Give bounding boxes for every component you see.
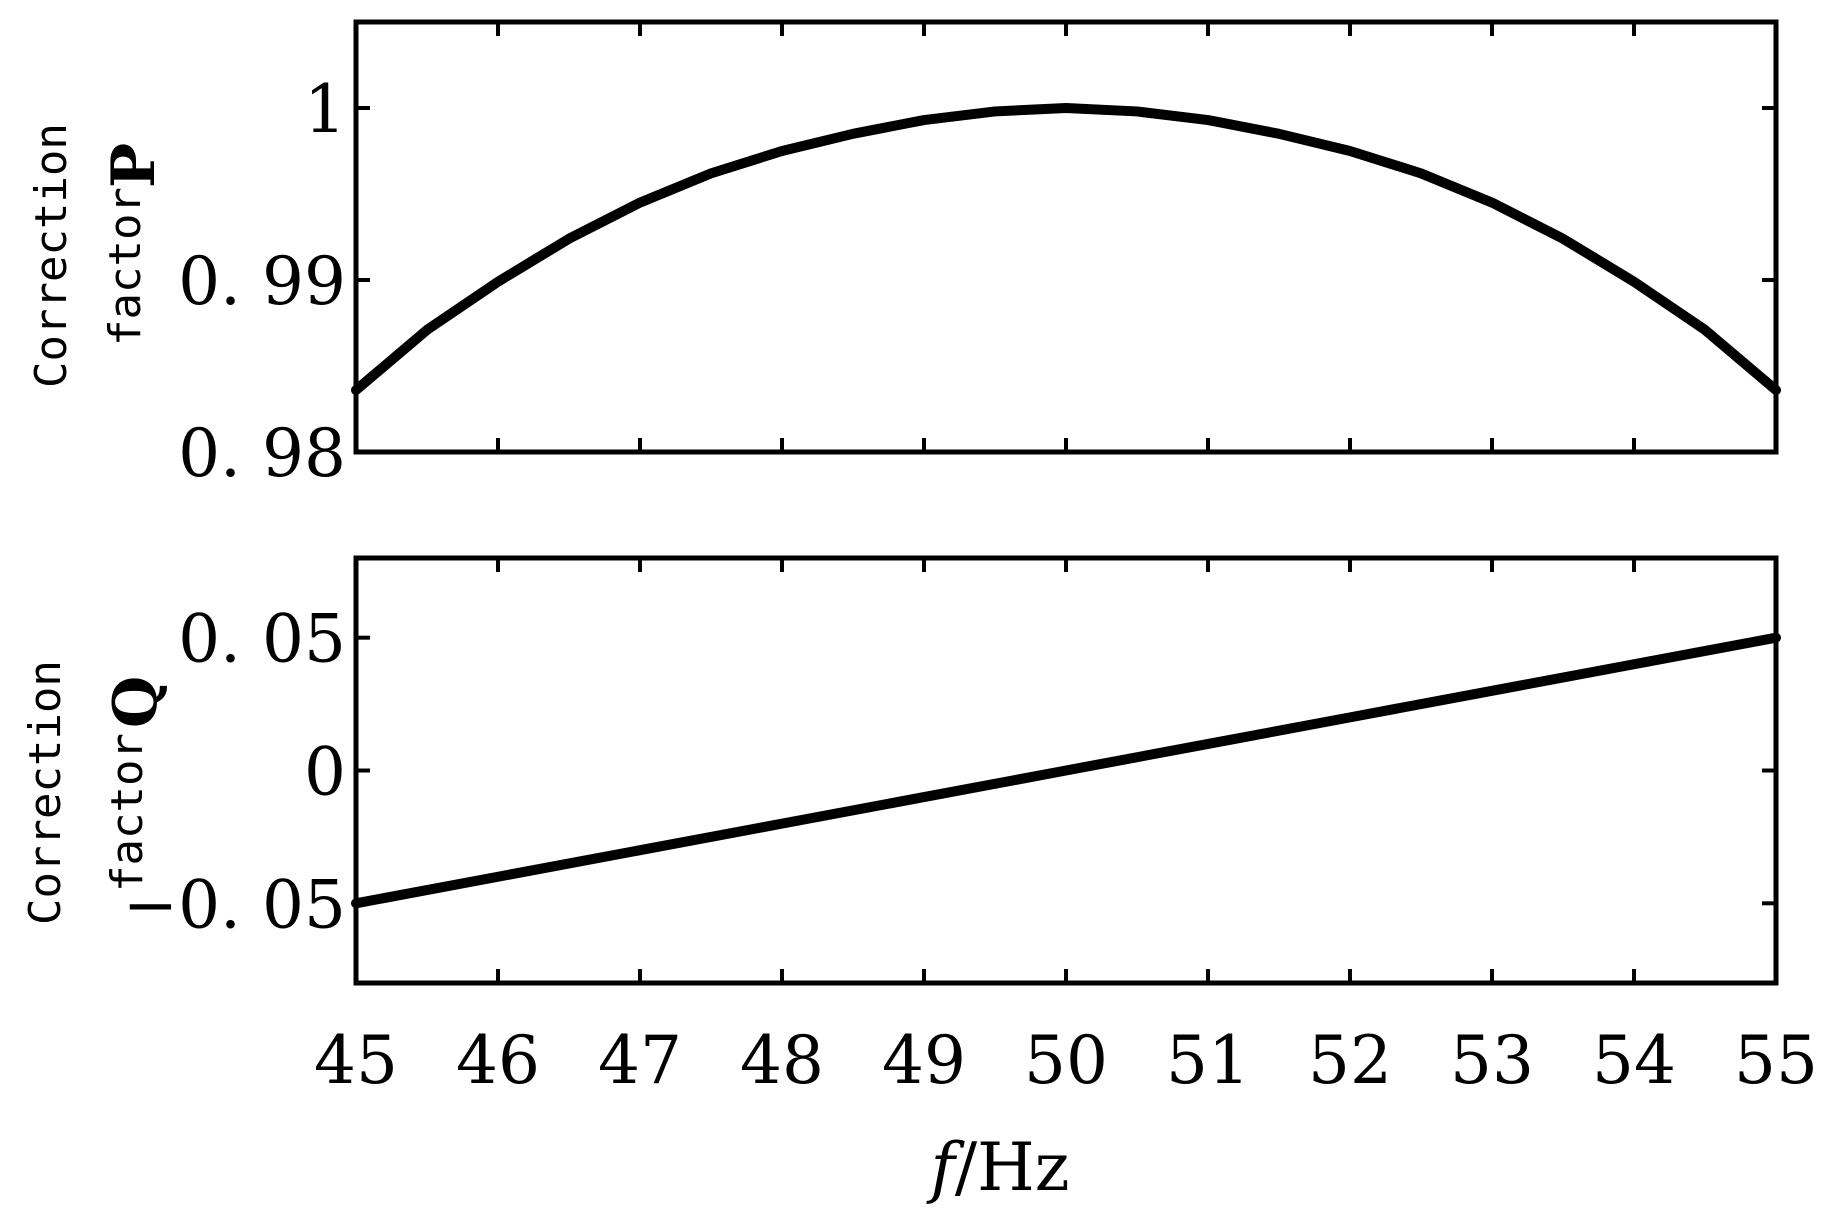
ylabel-q: Correction factor Q [20, 660, 171, 925]
xtick-label: 46 [456, 1022, 540, 1099]
xtick-label: 55 [1734, 1022, 1818, 1099]
ytick-label-q: 0 [304, 734, 346, 811]
panel-q: −0. 05 0 0. 05 45 46 47 48 49 50 51 52 53 54 55 Corr… [20, 555, 1818, 1206]
ytick-labels-q: −0. 05 0 0. 05 [123, 601, 346, 944]
xtick-label: 45 [314, 1022, 398, 1099]
xtick-label: 51 [1166, 1022, 1250, 1099]
ytick-label-p: 1 [304, 71, 346, 148]
panel-p: 0. 98 0. 99 1 Correction factor P [26, 19, 1781, 492]
xtick-label: 47 [598, 1022, 682, 1099]
ytick-label-p: 0. 98 [178, 415, 346, 492]
ytick-label-p: 0. 99 [178, 243, 346, 320]
ytick-label-q: 0. 05 [178, 601, 346, 678]
xlabel-unit: /Hz [955, 1129, 1070, 1206]
xtick-label: 54 [1592, 1022, 1676, 1099]
ticks-p [354, 22, 1778, 454]
xtick-label: 52 [1308, 1022, 1392, 1099]
series-line-p [351, 103, 1781, 396]
xtick-label: 48 [740, 1022, 824, 1099]
xtick-label: 53 [1450, 1022, 1534, 1099]
ticks-q [354, 558, 1778, 983]
ylabel-p-line2: factor [100, 187, 151, 346]
xtick-label: 50 [1024, 1022, 1108, 1099]
series-line-q [351, 632, 1781, 909]
ytick-label-q: −0. 05 [123, 866, 346, 943]
xlabel: f/Hz [925, 1129, 1069, 1206]
xtick-label: 49 [882, 1022, 966, 1099]
ytick-labels-p: 0. 98 0. 99 1 [178, 71, 346, 492]
ylabel-q-line1: Correction [20, 660, 71, 925]
xtick-labels: 45 46 47 48 49 50 51 52 53 54 55 [314, 1022, 1818, 1099]
ylabel-p: Correction factor P [26, 123, 169, 388]
ylabel-p-symbol: P [99, 143, 169, 188]
ylabel-q-symbol: Q [101, 676, 171, 728]
ylabel-p-line1: Correction [26, 123, 77, 388]
ylabel-q-line2: factor [102, 733, 153, 892]
